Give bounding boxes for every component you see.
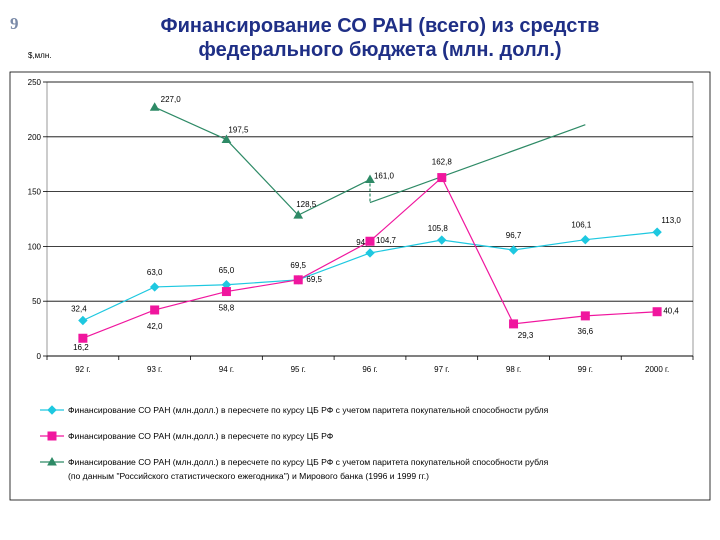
series-1-data-label-8: 40,4 (663, 307, 679, 316)
series-0-data-label-2: 65,0 (219, 266, 235, 275)
series-1-data-label-5: 162,8 (432, 158, 453, 167)
series-0-data-label-1: 63,0 (147, 268, 163, 277)
series-0-point-0 (78, 315, 88, 326)
series-1-point-2 (221, 287, 231, 297)
x-tick-label-2: 94 г. (219, 365, 234, 374)
series-2-data-label-1: 227,0 (161, 95, 182, 104)
series-0-point-5 (437, 235, 447, 245)
chart-area-frame (9, 71, 711, 501)
legend-marker-2 (47, 456, 57, 466)
series-0-point-1 (149, 282, 160, 292)
x-tick-label-5: 97 г. (434, 365, 449, 374)
series-1-data-label-6: 29,3 (518, 331, 534, 340)
series-0-point-7 (580, 235, 591, 245)
series-0-point-4 (365, 248, 375, 258)
series-2-point-1 (149, 102, 160, 111)
series-1-point-3 (293, 275, 303, 285)
y-axis-label: $,млн. (28, 51, 51, 60)
legend-label-2-line-1: (по данным "Российского статистического … (68, 471, 429, 481)
series-1-data-label-4: 104,7 (376, 236, 397, 245)
series-1-data-label-2: 58,8 (219, 304, 235, 313)
chart-title-line-1: Финансирование СО РАН (всего) из средств (160, 15, 600, 37)
y-tick-label-4: 200 (28, 133, 42, 142)
series-1-point-6 (509, 319, 519, 329)
series-2-point-2 (221, 134, 232, 144)
chart-title-line-2: федерального бюджета (млн. долл.) (198, 39, 562, 61)
legend-marker-1 (47, 431, 57, 441)
y-tick-label-1: 50 (32, 297, 41, 306)
x-tick-label-1: 93 г. (147, 365, 162, 374)
x-tick-label-8: 2000 г. (645, 365, 669, 374)
y-tick-label-0: 0 (37, 352, 42, 361)
x-tick-label-3: 95 г. (291, 365, 306, 374)
series-2-data-label-2: 197,5 (228, 126, 249, 135)
legend-marker-0 (47, 405, 57, 415)
series-2-data-label-3: 128,5 (296, 200, 317, 209)
series-0-data-label-8: 113,0 (661, 216, 681, 225)
series-1-data-label-1: 42,0 (147, 322, 163, 331)
series-0-data-label-4: 94,0 (356, 238, 372, 247)
series-0-data-label-3: 69,5 (290, 261, 306, 270)
x-tick-label-6: 98 г. (506, 365, 521, 374)
series-1-point-5 (437, 173, 447, 183)
y-tick-label-3: 150 (28, 188, 42, 197)
y-tick-label-2: 100 (28, 242, 42, 251)
series-extension-line-2 (369, 124, 586, 204)
series-1-point-7 (580, 311, 590, 321)
series-1-data-label-7: 36,6 (578, 327, 594, 336)
series-0-data-label-5: 105,8 (428, 224, 449, 233)
series-1-point-4 (365, 236, 375, 246)
series-0-point-8 (652, 227, 662, 237)
series-2-point-4 (365, 174, 375, 184)
y-tick-label-5: 250 (28, 78, 42, 87)
series-line-2 (154, 106, 371, 216)
series-0-data-label-6: 96,7 (506, 231, 522, 240)
chart-title: Финансирование СО РАН (всего) из средств… (80, 14, 680, 62)
series-1-point-1 (150, 305, 160, 315)
slide-number: 9 (10, 14, 19, 33)
series-0-data-label-7: 106,1 (571, 221, 592, 230)
legend-label-1: Финансирование СО РАН (млн.долл.) в пере… (68, 431, 334, 441)
x-tick-label-0: 92 г. (75, 365, 90, 374)
series-1-data-label-0: 16,2 (73, 343, 89, 352)
series-2-point-3 (293, 210, 304, 219)
series-1-point-0 (78, 333, 88, 343)
series-2-data-label-4: 161,0 (374, 172, 395, 181)
x-tick-label-4: 96 г. (362, 365, 377, 374)
series-0-data-label-0: 32,4 (71, 304, 87, 313)
series-1-point-8 (652, 307, 662, 317)
x-tick-label-7: 99 г. (578, 365, 593, 374)
series-0-point-6 (508, 245, 519, 255)
legend-label-0: Финансирование СО РАН (млн.долл.) в пере… (68, 405, 549, 415)
series-1-data-label-3: 69,5 (306, 275, 322, 284)
legend-label-2-line-0: Финансирование СО РАН (млн.долл.) в пере… (68, 457, 549, 467)
